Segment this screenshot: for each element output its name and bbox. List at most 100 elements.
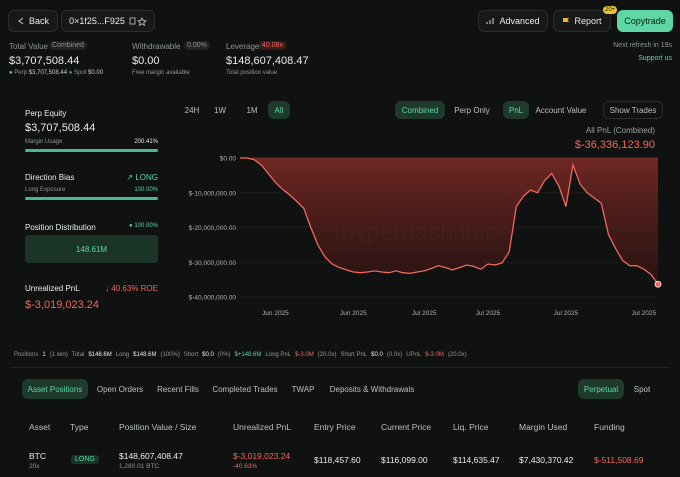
value: 100.00% <box>134 187 158 193</box>
chart-tab[interactable]: 1M <box>246 105 258 115</box>
back-label: Back <box>28 16 49 26</box>
label: Margin Usage <box>25 139 63 145</box>
support-link[interactable]: Support us <box>638 55 672 62</box>
y-tick-label: $-20,000,000.00 <box>189 225 237 232</box>
table-header: Margin Used <box>519 422 568 432</box>
chart-tab[interactable]: Account Value <box>535 105 587 115</box>
back-button[interactable]: Back <box>8 10 58 32</box>
x-tick-label: Jul 2025 <box>554 310 579 317</box>
stat-label: Perp <box>14 70 27 76</box>
report-button[interactable]: Report <box>553 10 611 32</box>
cell: $148,607,408.47 <box>119 451 183 461</box>
market-tab[interactable]: Perpetual <box>578 379 624 399</box>
tab[interactable]: Deposits & Withdrawals <box>329 384 415 394</box>
stat-note: Total position value <box>226 70 278 76</box>
chart-tab[interactable]: Show Trades <box>603 101 663 119</box>
exposure-bar <box>25 197 158 200</box>
value: 148.61M <box>75 244 108 254</box>
position-stat: (100%) <box>160 352 180 358</box>
divider <box>10 367 670 368</box>
value: ↓ 40.63% ROE <box>105 284 158 293</box>
y-tick-label: $0.00 <box>220 156 237 163</box>
chart-value: $-36,336,123.90 <box>575 139 655 151</box>
label: Perp Equity <box>25 109 67 118</box>
table-header: Funding <box>594 422 625 432</box>
position-stat: $0.0 <box>202 352 214 358</box>
market-tab[interactable]: Spot <box>633 384 651 394</box>
chart-tab[interactable]: Perp Only <box>454 105 490 115</box>
cell-sub: -40.63% <box>233 463 258 470</box>
positions-bar: Positions 1 (1 win) Total $148.6M Long $148.6M… <box>14 352 467 358</box>
value: $3,707,508.44 <box>25 122 96 134</box>
cell: $118,457.60 <box>314 455 361 465</box>
stat-note: Free margin available <box>132 70 190 76</box>
stat-label: Withdrawable <box>132 42 181 51</box>
tab[interactable]: TWAP <box>291 384 315 394</box>
chart-tab[interactable]: Combined <box>395 101 445 119</box>
value: LONG <box>135 173 158 182</box>
label: Direction Bias <box>25 173 75 182</box>
stat-value: $3,707,508.44 <box>9 55 80 67</box>
position-stat: Positions <box>14 352 39 358</box>
back-icon <box>18 17 24 25</box>
position-stat: Long <box>115 352 130 358</box>
value: 100.00% <box>134 223 158 229</box>
chart-tab[interactable]: PnL <box>503 101 529 119</box>
address-pill[interactable]: 0×1f25...F925 <box>61 10 155 32</box>
position-stat: (1 win) <box>49 352 68 358</box>
perp-spot: ● Perp $3,707,508.44 ● Spot $0.00 <box>9 70 103 76</box>
dot: ● <box>9 70 15 76</box>
cell-sub: 20x <box>29 463 40 470</box>
pnl-line <box>240 157 659 285</box>
distribution-bar: 148.61M <box>25 235 158 263</box>
cell: $114,635.47 <box>453 455 500 465</box>
table-header: Type <box>70 422 89 432</box>
stat-value: $3,707,508.44 <box>28 70 68 76</box>
tab[interactable]: Completed Trades <box>212 384 278 394</box>
copytrade-button[interactable]: Copytrade <box>617 10 673 32</box>
stat-label: Total Value <box>9 42 48 51</box>
chart-tab[interactable]: All <box>268 101 290 119</box>
margin-bar <box>25 149 158 152</box>
tab[interactable]: Recent Fills <box>157 384 199 394</box>
stat-value: $0.00 <box>88 70 104 76</box>
chart-title: All PnL (Combined) <box>586 126 655 135</box>
position-stat: Short <box>183 352 199 358</box>
type-badge: LONG <box>71 455 99 464</box>
table-header: Position Value / Size <box>119 422 197 432</box>
table-header: Asset <box>29 422 51 432</box>
position-stat: Long PnL <box>265 352 292 358</box>
chart-tab[interactable]: 1W <box>214 105 226 115</box>
y-tick-label: $-10,000,000.00 <box>189 190 237 197</box>
cell-sub: 1,280.01 BTC <box>119 463 160 470</box>
y-tick-label: $-40,000,000.00 <box>189 295 237 302</box>
dot: ● <box>68 70 73 76</box>
refresh: Next refresh in 19s <box>613 42 672 49</box>
x-tick-label: Jul 2025 <box>412 310 437 317</box>
label: Position Distribution <box>25 223 96 232</box>
position-stat: UPnL <box>406 352 422 358</box>
value: 40.63% ROE <box>111 284 158 293</box>
direction: ↗ LONG <box>126 173 158 182</box>
stat-label: Spot <box>74 70 87 76</box>
advanced-button[interactable]: Advanced <box>478 10 548 32</box>
cell: BTC <box>29 451 46 461</box>
x-tick-label: Jun 2025 <box>262 310 289 317</box>
y-tick-label: $-30,000,000.00 <box>189 260 237 267</box>
table-header: Liq. Price <box>453 422 489 432</box>
position-stat: Short PnL <box>340 352 368 358</box>
copy-star-icons <box>129 16 147 26</box>
tab[interactable]: Open Orders <box>96 384 144 394</box>
report-badge: 20+ <box>603 6 618 14</box>
cell: $7,430,370.42 <box>519 455 574 465</box>
position-stat: $148.6M <box>133 352 157 358</box>
x-tick-label: Jun 2025 <box>340 310 367 317</box>
chart-tab[interactable]: 24H <box>184 105 200 115</box>
cell: $-511,508.69 <box>594 455 644 465</box>
position-stat: (0%) <box>217 352 231 358</box>
value: ● 100.00% <box>129 223 158 229</box>
tab[interactable]: Asset Positions <box>22 379 88 399</box>
x-tick-label: Jul 2025 <box>632 310 657 317</box>
